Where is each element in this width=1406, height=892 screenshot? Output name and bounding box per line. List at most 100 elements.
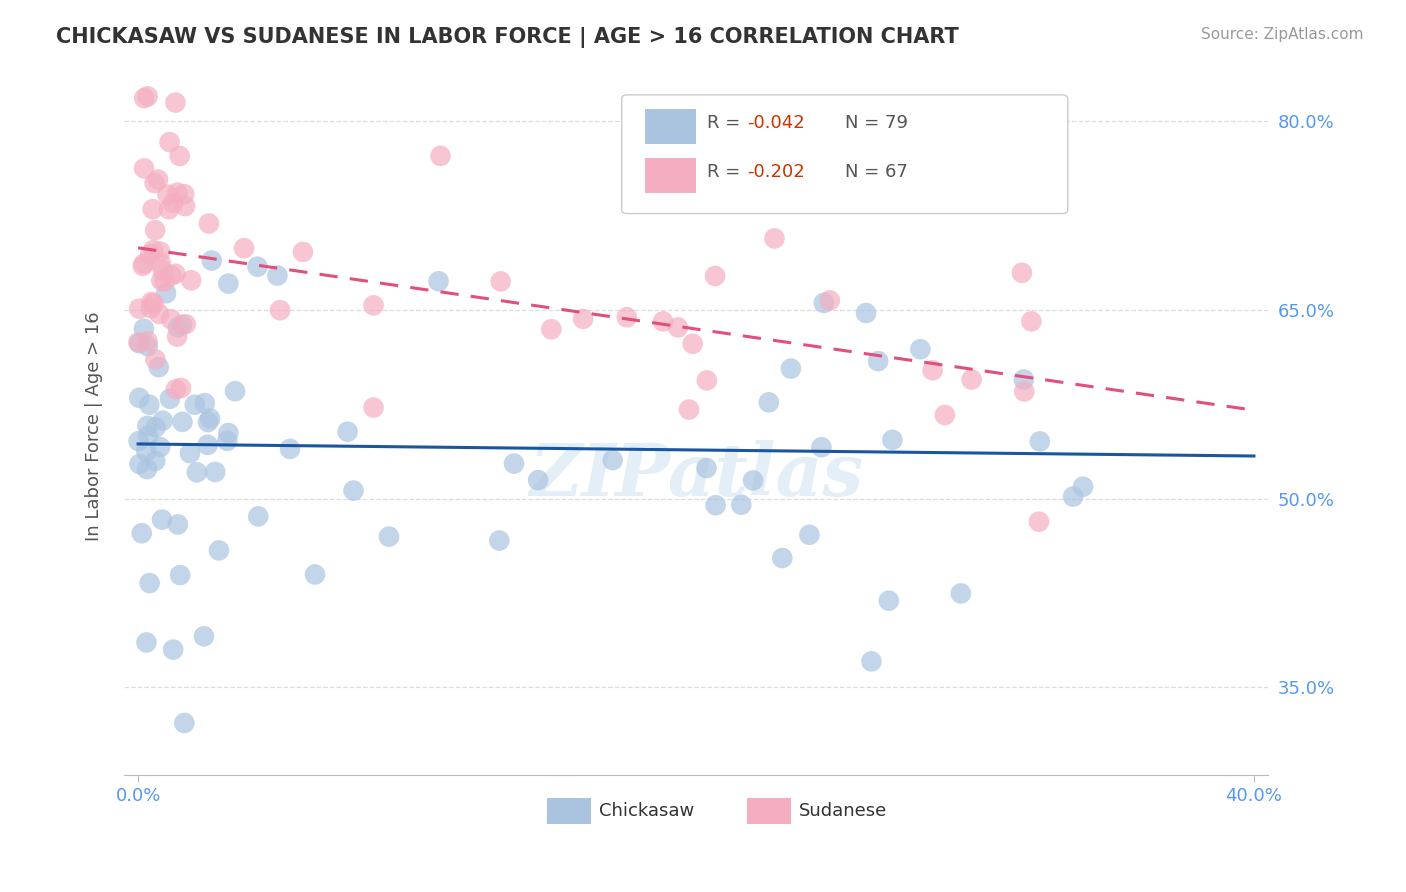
Point [143, 176, 166, 190]
Point [949, 586, 972, 600]
Point [172, 318, 194, 332]
Point [162, 642, 184, 657]
Point [616, 310, 638, 325]
Text: N = 67: N = 67 [845, 162, 908, 181]
Point [730, 498, 752, 512]
Point [1014, 384, 1036, 399]
Point [868, 354, 890, 368]
Point [1029, 434, 1052, 449]
Point [127, 335, 149, 350]
Point [194, 396, 217, 410]
Point [169, 149, 191, 163]
Point [704, 498, 727, 512]
Point [291, 244, 314, 259]
Point [678, 402, 700, 417]
Point [704, 268, 727, 283]
Text: ZIPatlas: ZIPatlas [529, 440, 863, 511]
Point [197, 415, 219, 429]
Point [136, 89, 159, 103]
Point [165, 95, 187, 110]
Point [224, 384, 246, 399]
Point [145, 352, 167, 367]
Point [156, 187, 179, 202]
Point [132, 259, 155, 273]
Point [503, 457, 526, 471]
Point [139, 301, 162, 315]
Point [169, 568, 191, 582]
Point [278, 442, 301, 456]
Point [141, 295, 163, 310]
Point [132, 257, 155, 271]
Point [159, 392, 181, 406]
Point [128, 391, 150, 405]
Point [818, 293, 841, 308]
Point [166, 517, 188, 532]
Text: CHICKASAW VS SUDANESE IN LABOR FORCE | AGE > 16 CORRELATION CHART: CHICKASAW VS SUDANESE IN LABOR FORCE | A… [56, 27, 959, 48]
Point [682, 336, 704, 351]
Point [174, 199, 197, 213]
Point [136, 334, 159, 349]
Point [142, 243, 165, 257]
Point [813, 296, 835, 310]
Point [174, 317, 197, 331]
Point [860, 654, 883, 668]
Point [148, 360, 170, 375]
Point [779, 361, 801, 376]
Point [128, 457, 150, 471]
Point [652, 314, 675, 328]
Point [145, 420, 167, 434]
Point [159, 135, 181, 149]
Point [429, 149, 451, 163]
Point [763, 231, 786, 245]
Point [173, 716, 195, 731]
Point [152, 263, 174, 277]
Point [799, 528, 821, 542]
FancyBboxPatch shape [644, 109, 696, 144]
Text: R =: R = [707, 114, 747, 132]
Point [138, 576, 160, 591]
Point [217, 425, 239, 440]
Point [155, 286, 177, 301]
Point [136, 339, 159, 353]
Point [198, 411, 221, 425]
Point [136, 429, 159, 443]
Point [142, 296, 165, 310]
Point [135, 635, 157, 649]
Point [197, 438, 219, 452]
Text: Sudanese: Sudanese [799, 802, 887, 820]
Point [131, 526, 153, 541]
Point [233, 241, 256, 255]
Point [165, 382, 187, 396]
Point [135, 444, 157, 458]
Point [138, 398, 160, 412]
Point [378, 530, 401, 544]
Text: -0.202: -0.202 [748, 162, 806, 181]
Point [165, 267, 187, 281]
Point [269, 303, 291, 318]
Point [193, 629, 215, 643]
Point [136, 418, 159, 433]
Point [201, 253, 224, 268]
Point [148, 307, 170, 321]
Point [527, 473, 550, 487]
Point [217, 434, 239, 448]
Point [152, 414, 174, 428]
Point [342, 483, 364, 498]
Point [186, 465, 208, 479]
Point [204, 465, 226, 479]
Point [696, 373, 718, 387]
Point [1062, 490, 1084, 504]
Text: N = 79: N = 79 [845, 114, 908, 132]
Point [1021, 314, 1043, 328]
Point [247, 509, 270, 524]
Text: -0.042: -0.042 [748, 114, 806, 132]
Point [572, 311, 595, 326]
Point [540, 322, 562, 336]
Point [336, 425, 359, 439]
Point [142, 202, 165, 216]
Point [602, 453, 624, 467]
Point [810, 440, 832, 454]
Y-axis label: In Labor Force | Age > 16: In Labor Force | Age > 16 [86, 311, 103, 541]
Point [136, 462, 159, 476]
FancyBboxPatch shape [621, 95, 1067, 213]
